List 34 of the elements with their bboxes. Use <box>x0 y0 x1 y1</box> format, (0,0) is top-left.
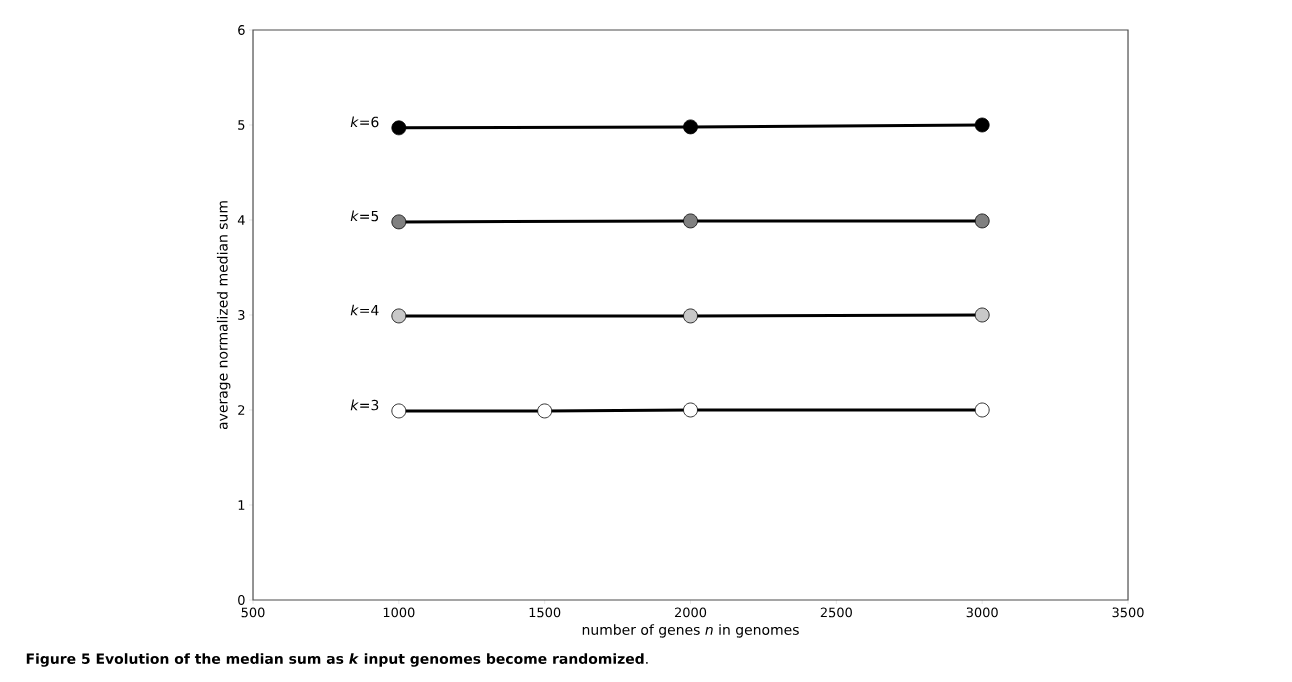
y-tick-label: 3 <box>238 310 245 320</box>
point <box>974 402 990 418</box>
series-label: k=3 <box>350 399 379 411</box>
y-tick-label: 1 <box>238 500 245 510</box>
y-tick-label: 5 <box>238 120 245 130</box>
point <box>391 308 407 324</box>
y-tick-label: 0 <box>238 595 245 605</box>
point <box>391 403 407 419</box>
x-tick-label: 3000 <box>966 607 998 618</box>
y-tick-label: 4 <box>237 215 245 225</box>
point <box>683 402 698 418</box>
series-label: k=6 <box>350 116 379 128</box>
point <box>391 214 407 230</box>
point <box>683 119 698 135</box>
point <box>391 120 407 136</box>
series-label: k=5 <box>350 210 379 222</box>
y-tick-label: 2 <box>238 405 245 415</box>
y-tick-label: 6 <box>238 25 245 35</box>
point <box>683 308 698 324</box>
x-tick-label: 500 <box>241 607 265 618</box>
series-label: k=4 <box>350 304 379 316</box>
point <box>974 213 990 229</box>
point <box>683 213 698 229</box>
point <box>537 403 553 419</box>
y-axis-title: average normalized median sum <box>216 201 231 430</box>
point <box>974 117 990 133</box>
x-tick-label: 1500 <box>529 607 561 618</box>
x-tick-label: 3500 <box>1112 607 1144 618</box>
text: Figure 5 Evolution of the median sum as k input genomes become randomized. <box>26 653 648 667</box>
x-tick-label: 1000 <box>383 607 415 618</box>
x-axis-title: number of genes n in genomes <box>582 624 799 638</box>
x-tick-label: 2500 <box>820 607 852 618</box>
x-tick-label: 2000 <box>674 607 707 618</box>
point <box>974 307 990 323</box>
